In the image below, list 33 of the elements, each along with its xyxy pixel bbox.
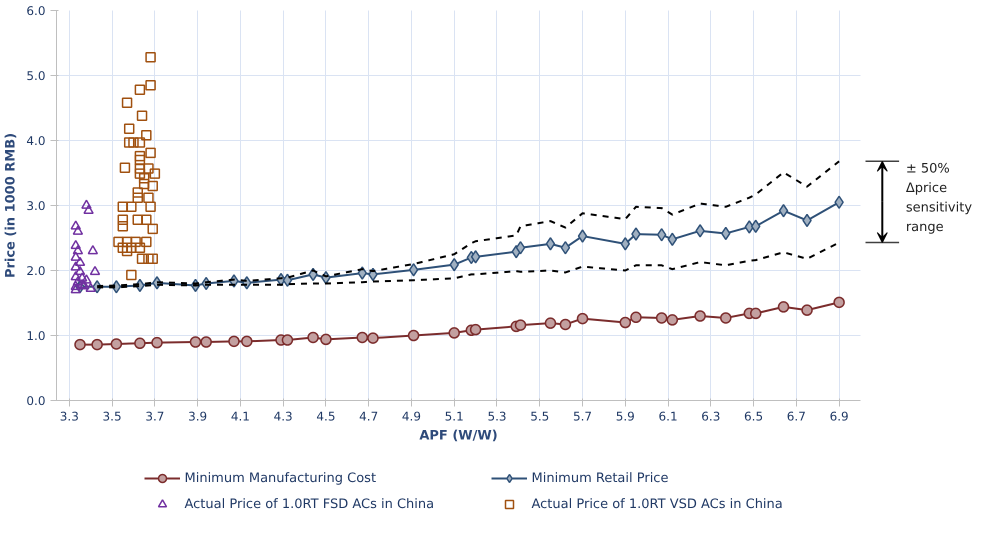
y-tick-label: 5.0 (26, 69, 46, 83)
y-tick-label: 2.0 (26, 264, 46, 278)
x-tick-label: 6.9 (830, 410, 849, 424)
y-tick-label: 3.0 (26, 199, 46, 213)
legend-label: Minimum Manufacturing Cost (184, 470, 378, 486)
legend-label: Actual Price of 1.0RT VSD ACs in China (532, 496, 784, 512)
x-tick-label: 4.7 (359, 410, 378, 424)
x-tick-label: 4.1 (230, 410, 250, 424)
x-tick-label: 3.5 (102, 410, 122, 424)
x-tick-label: 5.7 (572, 410, 592, 424)
text: ± 50% Δprice sensitivity range (906, 161, 972, 235)
x-tick-label: 5.3 (487, 410, 507, 424)
x-tick-label: 5.5 (530, 410, 550, 424)
x-tick-label: 4.5 (316, 410, 336, 424)
y-tick-label: 0.0 (26, 394, 46, 408)
x-tick-label: 4.9 (402, 410, 422, 424)
legend-label: Actual Price of 1.0RT FSD ACs in China (184, 496, 436, 512)
x-axis-title: APF (W/W) (419, 428, 498, 444)
x-tick-label: 3.9 (188, 410, 208, 424)
x-tick-label: 3.7 (145, 410, 164, 424)
x-tick-label: 6.3 (701, 410, 720, 424)
x-tick-label: 6.1 (658, 410, 678, 424)
legend-label: Minimum Retail Price (532, 470, 670, 486)
y-tick-label: 1.0 (26, 329, 46, 343)
x-tick-label: 6.7 (786, 410, 806, 424)
x-tick-label: 5.1 (444, 410, 464, 424)
x-tick-label: 6.5 (744, 410, 764, 424)
y-tick-label: 6.0 (26, 4, 46, 18)
x-tick-label: 5.9 (616, 410, 635, 424)
y-axis-title: Price (in 1000 RMB) (3, 132, 18, 278)
x-tick-label: 4.3 (274, 410, 293, 424)
y-tick-label: 4.0 (26, 134, 46, 148)
x-tick-label: 3.3 (60, 410, 79, 424)
